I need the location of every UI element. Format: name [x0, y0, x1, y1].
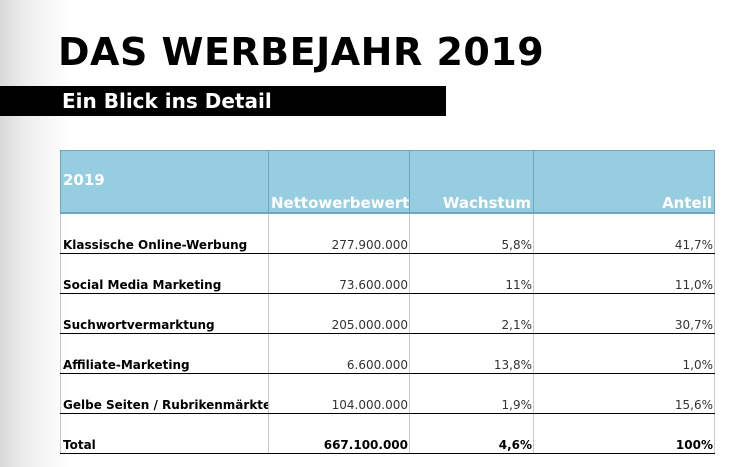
- net-value-cell: 104.000.000: [268, 373, 410, 414]
- share-cell: 11,0%: [533, 253, 715, 294]
- share-cell: 15,6%: [533, 373, 715, 414]
- net-value-cell: 73.600.000: [268, 253, 410, 294]
- advertising-table: 2019 Nettowerbewert Wachstum Anteil Klas…: [60, 150, 715, 454]
- growth-cell: 11%: [409, 253, 534, 294]
- row-label: Social Media Marketing: [60, 253, 269, 294]
- share-cell: 1,0%: [533, 333, 715, 374]
- total-share-cell: 100%: [533, 413, 715, 454]
- column-header-share: Anteil: [533, 150, 715, 214]
- column-header-growth: Wachstum: [409, 150, 534, 214]
- column-header-net-value: Nettowerbewert: [268, 150, 410, 214]
- table-row: Klassische Online-Werbung 277.900.000 5,…: [60, 213, 715, 254]
- total-growth-cell: 4,6%: [409, 413, 534, 454]
- table-total-row: Total 667.100.000 4,6% 100%: [60, 413, 715, 454]
- growth-cell: 13,8%: [409, 333, 534, 374]
- net-value-cell: 6.600.000: [268, 333, 410, 374]
- page-subtitle: Ein Blick ins Detail: [62, 89, 272, 113]
- net-value-cell: 277.900.000: [268, 213, 410, 254]
- growth-cell: 1,9%: [409, 373, 534, 414]
- growth-cell: 5,8%: [409, 213, 534, 254]
- share-cell: 41,7%: [533, 213, 715, 254]
- table-row: Gelbe Seiten / Rubrikenmärkte 104.000.00…: [60, 373, 715, 414]
- net-value-cell: 205.000.000: [268, 293, 410, 334]
- table-row: Suchwortvermarktung 205.000.000 2,1% 30,…: [60, 293, 715, 334]
- row-label: Suchwortvermarktung: [60, 293, 269, 334]
- total-label: Total: [60, 413, 269, 454]
- table-header-row: 2019 Nettowerbewert Wachstum Anteil: [60, 150, 715, 214]
- table-row: Social Media Marketing 73.600.000 11% 11…: [60, 253, 715, 294]
- column-header-year: 2019: [60, 150, 269, 214]
- row-label: Affiliate-Marketing: [60, 333, 269, 374]
- row-label: Klassische Online-Werbung: [60, 213, 269, 254]
- total-net-value-cell: 667.100.000: [268, 413, 410, 454]
- page-title: DAS WERBEJAHR 2019: [58, 30, 545, 74]
- table-row: Affiliate-Marketing 6.600.000 13,8% 1,0%: [60, 333, 715, 374]
- growth-cell: 2,1%: [409, 293, 534, 334]
- row-label: Gelbe Seiten / Rubrikenmärkte: [60, 373, 269, 414]
- subtitle-bar: Ein Blick ins Detail: [0, 86, 446, 116]
- share-cell: 30,7%: [533, 293, 715, 334]
